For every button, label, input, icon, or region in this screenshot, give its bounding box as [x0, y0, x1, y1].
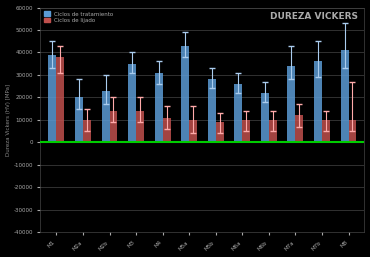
Bar	[136, 111, 144, 142]
Bar	[261, 93, 269, 142]
Bar	[189, 120, 197, 142]
Bar	[208, 79, 216, 142]
Legend: Ciclos de tratamiento, Ciclos de lijado: Ciclos de tratamiento, Ciclos de lijado	[43, 10, 115, 24]
Bar	[287, 66, 295, 142]
Bar	[75, 97, 83, 142]
Bar	[322, 120, 330, 142]
Bar	[216, 122, 224, 142]
Bar	[83, 120, 91, 142]
Bar	[155, 73, 163, 142]
Bar	[242, 120, 250, 142]
Bar	[181, 46, 189, 142]
Bar	[340, 50, 349, 142]
Bar	[234, 84, 242, 142]
Bar	[48, 55, 56, 142]
Bar	[295, 115, 303, 142]
Y-axis label: Dureza Vickers (HV) [MPa]: Dureza Vickers (HV) [MPa]	[6, 84, 11, 156]
Text: DUREZA VICKERS: DUREZA VICKERS	[270, 12, 358, 21]
Bar	[110, 111, 118, 142]
Bar	[56, 57, 64, 142]
Bar	[128, 64, 136, 142]
Bar	[269, 120, 277, 142]
Bar	[163, 117, 171, 142]
Bar	[314, 61, 322, 142]
Bar	[101, 91, 110, 142]
Bar	[349, 120, 356, 142]
